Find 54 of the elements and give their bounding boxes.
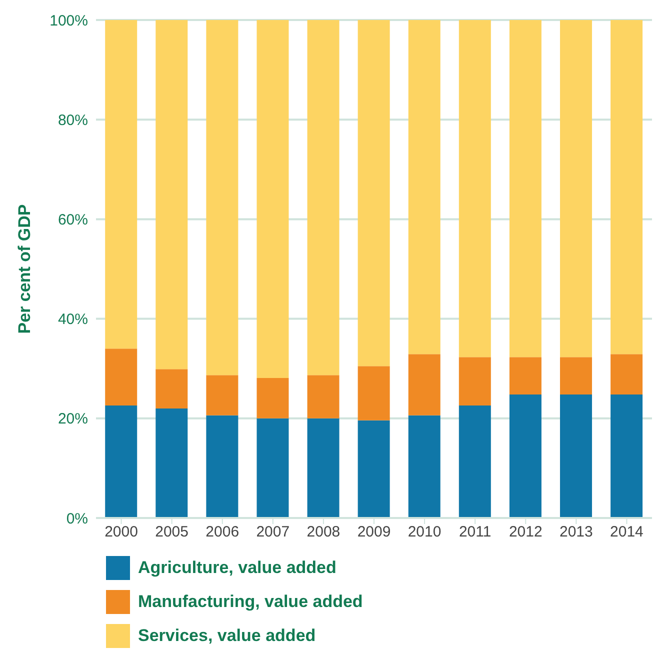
bar — [358, 366, 390, 420]
bar — [458, 357, 491, 406]
bar — [307, 418, 340, 518]
bar — [509, 20, 542, 358]
x-tick-label: 2011 — [458, 524, 492, 541]
bar — [560, 357, 592, 394]
y-tick-label: 0% — [66, 510, 88, 528]
legend-label: Agriculture, value added — [138, 558, 336, 578]
bar — [408, 20, 440, 354]
bar — [206, 375, 238, 416]
x-tick-label: 2008 — [306, 524, 340, 541]
bar — [256, 20, 289, 378]
bar — [307, 20, 340, 376]
bar — [105, 348, 138, 406]
bar — [610, 354, 643, 394]
x-tick-label: 2000 — [104, 524, 138, 541]
x-tick-label: 2005 — [155, 524, 189, 541]
y-tick-label: 20% — [58, 410, 88, 428]
legend-label: Manufacturing, value added — [138, 592, 363, 612]
x-tick-label: 2009 — [357, 524, 391, 541]
x-tick-label: 2013 — [559, 524, 593, 541]
legend-label: Services, value added — [138, 626, 316, 646]
x-tick-label: 2014 — [610, 524, 644, 541]
bar — [307, 375, 340, 418]
x-tick-label: 2007 — [256, 524, 290, 541]
bar — [358, 420, 390, 518]
bar — [509, 357, 542, 394]
bar — [408, 415, 440, 518]
bar — [458, 20, 491, 358]
bar — [105, 405, 138, 518]
y-axis-title: Per cent of GDP — [15, 204, 34, 334]
y-tick-label: 80% — [58, 112, 88, 129]
x-tick-label: 2010 — [408, 524, 442, 541]
bar — [256, 378, 289, 418]
bar — [206, 415, 238, 518]
bar — [358, 20, 390, 366]
y-tick-label: 60% — [58, 212, 88, 229]
bar — [256, 418, 289, 518]
bar — [156, 369, 188, 408]
bar — [408, 354, 440, 416]
x-tick-label: 2012 — [508, 524, 542, 541]
y-tick-label: 40% — [58, 311, 88, 328]
bar — [560, 20, 592, 358]
bar — [610, 394, 643, 518]
bar — [156, 20, 188, 370]
bar — [560, 394, 592, 518]
bar — [206, 20, 238, 376]
bar — [458, 405, 491, 518]
bar — [156, 408, 188, 518]
y-tick-label: 100% — [50, 12, 88, 30]
bar — [610, 20, 643, 354]
bar — [509, 394, 542, 518]
x-tick-label: 2006 — [206, 524, 240, 541]
bar — [105, 20, 138, 349]
